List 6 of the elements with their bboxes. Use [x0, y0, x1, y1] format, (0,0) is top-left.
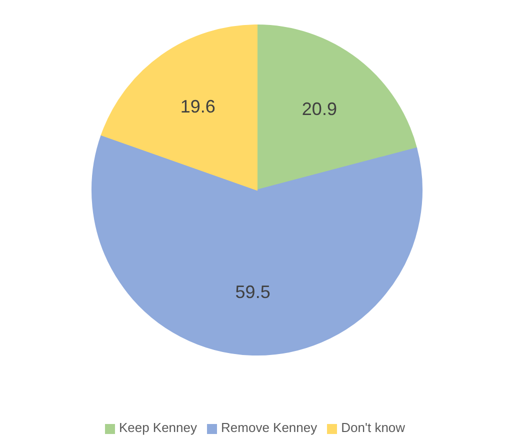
legend-label: Remove Kenney: [221, 420, 318, 435]
data-label: 20.9: [302, 98, 337, 119]
data-label: 19.6: [180, 96, 216, 116]
legend-label: Don't know: [341, 420, 406, 435]
legend-label: Keep Kenney: [118, 420, 198, 435]
data-label: 59.5: [235, 282, 270, 302]
